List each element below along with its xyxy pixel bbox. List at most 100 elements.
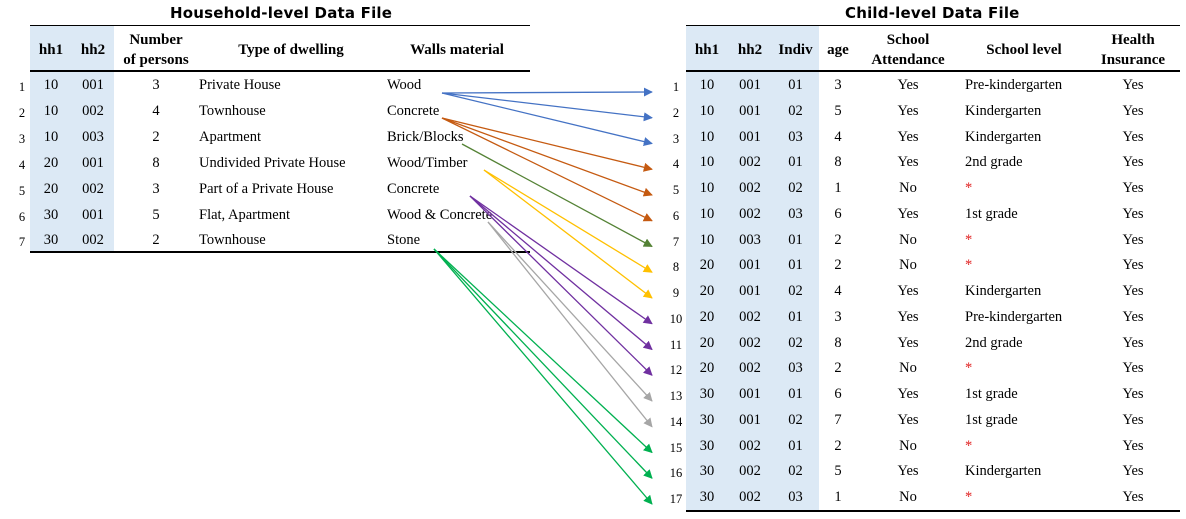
child-cell-attend: Yes [897, 411, 919, 428]
household-cell-hh2: 003 [82, 128, 104, 145]
household-cell-dwelling: Undivided Private House [199, 154, 346, 171]
child-cell-age: 4 [834, 128, 842, 145]
household-cell-walls: Brick/Blocks [387, 128, 464, 145]
household-header-hh2-line: hh2 [80, 42, 106, 58]
child-cell-attend: Yes [897, 334, 919, 351]
link-arrow [433, 248, 653, 479]
child-cell-hh1: 10 [699, 231, 715, 248]
child-cell-level: 1st grade [965, 205, 1018, 222]
child-cell-indiv: 03 [788, 128, 803, 145]
child-cell-insurance: Yes [1122, 205, 1144, 222]
child-cell-hh1: 30 [699, 411, 715, 428]
child-header-level: School level [959, 40, 1089, 60]
household-cell-persons: 2 [152, 128, 160, 145]
household-id-band [30, 26, 114, 252]
child-cell-level: * [965, 180, 973, 196]
child-cell-attend: No [899, 437, 917, 454]
child-cell-age: 2 [834, 257, 842, 274]
household-header-hh1: hh1 [30, 40, 72, 60]
household-cell-dwelling: Flat, Apartment [199, 206, 291, 223]
household-cell-dwelling: Private House [199, 77, 281, 93]
child-cell-attend: No [899, 489, 917, 505]
child-cell-level: 1st grade [965, 411, 1018, 428]
child-cell-hh2: 003 [739, 231, 761, 248]
child-cell-hh2: 002 [739, 154, 761, 171]
child-header-hh2-line: hh2 [737, 42, 763, 58]
household-cell-hh2: 002 [82, 232, 104, 249]
child-cell-indiv: 03 [788, 489, 803, 505]
child-cell-insurance: Yes [1122, 77, 1144, 93]
child-cell-insurance: Yes [1122, 102, 1144, 119]
child-cell-insurance: Yes [1122, 411, 1144, 428]
child-header-age: age [819, 40, 857, 60]
link-arrow [461, 143, 653, 248]
child-cell-hh2: 001 [739, 386, 761, 402]
household-top-rule [30, 25, 530, 26]
link-arrow [483, 169, 653, 273]
link-arrow [441, 92, 653, 147]
household-cell-hh1: 30 [43, 232, 59, 249]
child-cell-hh2: 001 [739, 77, 761, 93]
link-arrow [441, 117, 653, 197]
child-header-hh1-line: hh1 [694, 42, 720, 58]
child-cell-hh2: 001 [739, 257, 761, 274]
child-header-insurance-line: Health [1111, 32, 1155, 48]
child-cell-attend: Yes [897, 154, 919, 171]
household-header-persons-line: Number [129, 32, 183, 48]
child-cell-hh1: 30 [699, 463, 715, 480]
child-row-number: 9 [672, 286, 680, 300]
child-cell-attend: Yes [897, 386, 919, 402]
child-cell-level: 2nd grade [965, 334, 1023, 351]
link-arrow [441, 117, 653, 172]
household-row-number: 3 [18, 131, 26, 146]
child-cell-hh2: 002 [739, 334, 761, 351]
child-cell-indiv: 02 [788, 411, 803, 428]
household-cell-walls: Concrete [387, 102, 440, 119]
household-header-dwelling-line: Type of dwelling [238, 42, 344, 58]
household-row-number: 1 [18, 80, 26, 94]
child-id-band [686, 26, 819, 511]
household-header-dwelling: Type of dwelling [198, 40, 384, 60]
child-cell-hh1: 10 [699, 180, 715, 196]
child-row-number: 13 [669, 389, 683, 403]
link-arrow [441, 92, 653, 122]
child-row-number: 16 [669, 466, 683, 481]
child-cell-level: Kindergarten [965, 102, 1042, 119]
child-cell-insurance: Yes [1122, 489, 1144, 505]
child-cell-age: 7 [834, 411, 842, 428]
child-cell-level: * [965, 257, 973, 274]
child-cell-attend: No [899, 360, 917, 377]
child-cell-insurance: Yes [1122, 283, 1144, 299]
household-header-hh2: hh2 [72, 40, 114, 60]
household-row-number: 5 [18, 183, 26, 198]
link-arrow [433, 248, 653, 505]
child-cell-insurance: Yes [1122, 231, 1144, 248]
child-cell-attend: No [899, 231, 917, 248]
household-header-walls: Walls material [384, 40, 530, 60]
child-cell-age: 2 [834, 360, 842, 377]
child-cell-age: 3 [834, 308, 842, 325]
child-cell-indiv: 01 [788, 308, 803, 325]
child-cell-insurance: Yes [1122, 128, 1144, 145]
child-cell-hh1: 20 [699, 257, 715, 274]
household-cell-hh1: 20 [43, 180, 59, 197]
child-header-rule [686, 70, 1180, 72]
link-arrow [433, 248, 653, 454]
child-cell-hh2: 002 [739, 180, 761, 196]
household-header-hh1-line: hh1 [38, 42, 64, 58]
child-cell-attend: Yes [897, 205, 919, 222]
child-cell-level: Pre-kindergarten [965, 308, 1063, 325]
child-cell-indiv: 01 [788, 231, 803, 248]
link-arrow [469, 195, 653, 376]
child-header-level-line: School level [986, 42, 1062, 58]
child-top-rule [686, 25, 1180, 26]
child-cell-age: 6 [834, 205, 842, 222]
link-arrow [441, 117, 653, 222]
child-cell-hh1: 10 [699, 102, 715, 119]
household-cell-dwelling: Townhouse [199, 102, 266, 119]
child-bottom-rule [686, 510, 1180, 512]
child-row-number: 8 [672, 260, 680, 275]
child-header-attend-line: Attendance [871, 52, 945, 68]
child-row-number: 14 [669, 414, 683, 429]
link-arrow [487, 221, 653, 428]
